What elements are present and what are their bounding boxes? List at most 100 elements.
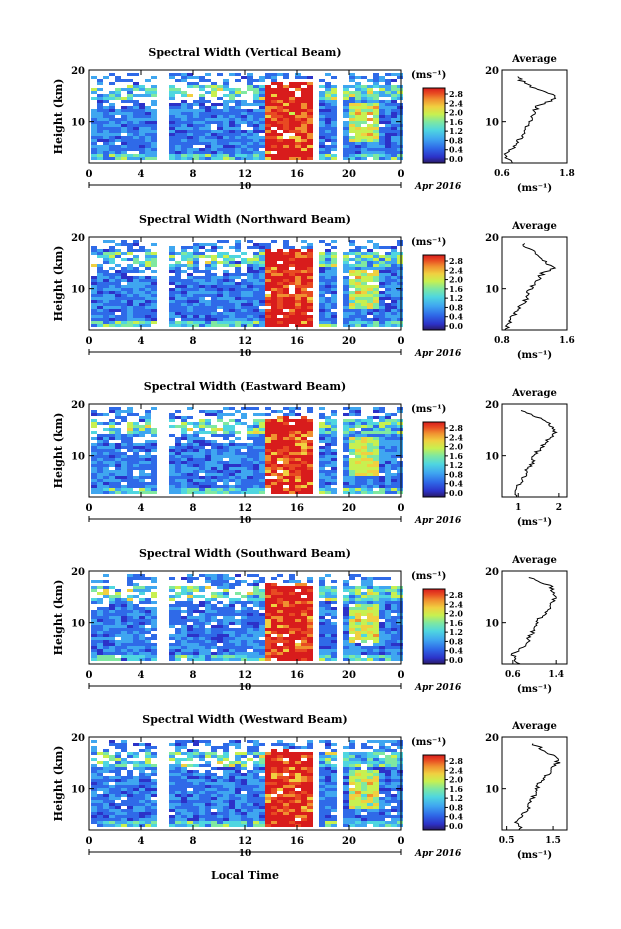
heatmap-cell (91, 643, 97, 646)
heatmap-cell (361, 607, 367, 610)
heatmap-cell (271, 148, 277, 151)
heatmap-cell (199, 643, 205, 646)
heatmap-cell (301, 270, 307, 273)
heatmap-cell (379, 273, 385, 276)
heatmap-cell (235, 264, 241, 267)
heatmap-cell (367, 100, 373, 103)
heatmap-cell (385, 616, 391, 619)
heatmap-cell (91, 145, 97, 148)
heatmap-cell (247, 282, 253, 285)
colorbar (422, 421, 446, 498)
heatmap-cell (361, 246, 367, 249)
heatmap-cell (325, 449, 331, 452)
heatmap-cell (175, 622, 181, 625)
heatmap-cell (205, 154, 211, 157)
heatmap-cell (265, 449, 271, 452)
heatmap-cell (349, 652, 355, 655)
heatmap-cell (187, 312, 193, 315)
heatmap-cell (169, 646, 175, 649)
heatmap-cell (187, 592, 193, 595)
heatmap-cell (175, 443, 181, 446)
heatmap-cell (235, 479, 241, 482)
heatmap-cell (259, 249, 265, 252)
heatmap-cell (211, 148, 217, 151)
heatmap-cell (247, 264, 253, 267)
heatmap-cell (373, 97, 379, 100)
heatmap-cell (181, 461, 187, 464)
heatmap-cell (283, 73, 289, 76)
heatmap-cell (391, 79, 397, 82)
heatmap-cell (241, 321, 247, 324)
heatmap-cell (127, 297, 133, 300)
heatmap-cell (283, 449, 289, 452)
heatmap-cell (289, 479, 295, 482)
heatmap-cell (253, 109, 259, 112)
heatmap-cell (319, 422, 325, 425)
heatmap-cell (259, 580, 265, 583)
date-label: Apr 2016 (414, 683, 462, 693)
heatmap-cell (175, 467, 181, 470)
heatmap-cell (247, 145, 253, 148)
heatmap-cell (343, 94, 349, 97)
heatmap-cell (271, 306, 277, 309)
heatmap-cell (373, 252, 379, 255)
heatmap-cell (181, 112, 187, 115)
heatmap-cell (139, 294, 145, 297)
heatmap-cell (97, 136, 103, 139)
heatmap-cell (109, 655, 115, 658)
heatmap-cell (211, 592, 217, 595)
heatmap-cell (121, 476, 127, 479)
heatmap-cell (205, 306, 211, 309)
heatmap-cell (121, 640, 127, 643)
heatmap-cell (247, 279, 253, 282)
heatmap-cell (271, 613, 277, 616)
heatmap-cell (307, 625, 313, 628)
heatmap-cell (343, 321, 349, 324)
heatmap-cell (319, 619, 325, 622)
heatmap-cell (97, 646, 103, 649)
colorbar-label: 2.4 (449, 599, 463, 609)
heatmap-cell (271, 145, 277, 148)
heatmap-cell (253, 112, 259, 115)
heatmap-cell (283, 607, 289, 610)
heatmap-cell (241, 652, 247, 655)
heatmap-cell (127, 112, 133, 115)
heatmap-cell (103, 121, 109, 124)
heatmap-cell (169, 649, 175, 652)
heatmap-cell (235, 276, 241, 279)
heatmap-cell (349, 413, 355, 416)
heatmap-cell (385, 103, 391, 106)
heatmap-cell (259, 446, 265, 449)
heatmap-cell (319, 601, 325, 604)
heatmap-cell (175, 151, 181, 154)
heatmap-cell (181, 79, 187, 82)
heatmap-cell (391, 258, 397, 261)
heatmap-cell (145, 276, 151, 279)
heatmap-cell (139, 458, 145, 461)
heatmap-cell (229, 467, 235, 470)
heatmap-cell (193, 625, 199, 628)
heatmap-cell (379, 145, 385, 148)
heatmap-cell (151, 643, 157, 646)
heatmap-cell (259, 655, 265, 658)
heatmap-cell (109, 139, 115, 142)
heatmap-cell (205, 324, 211, 327)
heatmap-cell (349, 115, 355, 118)
heatmap-cell (325, 261, 331, 264)
heatmap-cell (277, 264, 283, 267)
heatmap-cell (361, 577, 367, 580)
heatmap-cell (361, 467, 367, 470)
heatmap-cell (361, 649, 367, 652)
heatmap-cell (277, 276, 283, 279)
heatmap-cell (109, 258, 115, 261)
heatmap-cell (253, 425, 259, 428)
heatmap-cell (325, 491, 331, 494)
heatmap-cell (217, 294, 223, 297)
heatmap-cell (103, 610, 109, 613)
heatmap-cell (367, 261, 373, 264)
heatmap-cell (325, 85, 331, 88)
heatmap-cells (91, 73, 403, 160)
heatmap-cell (127, 91, 133, 94)
heatmap-cell (253, 309, 259, 312)
heatmap-cell (307, 464, 313, 467)
